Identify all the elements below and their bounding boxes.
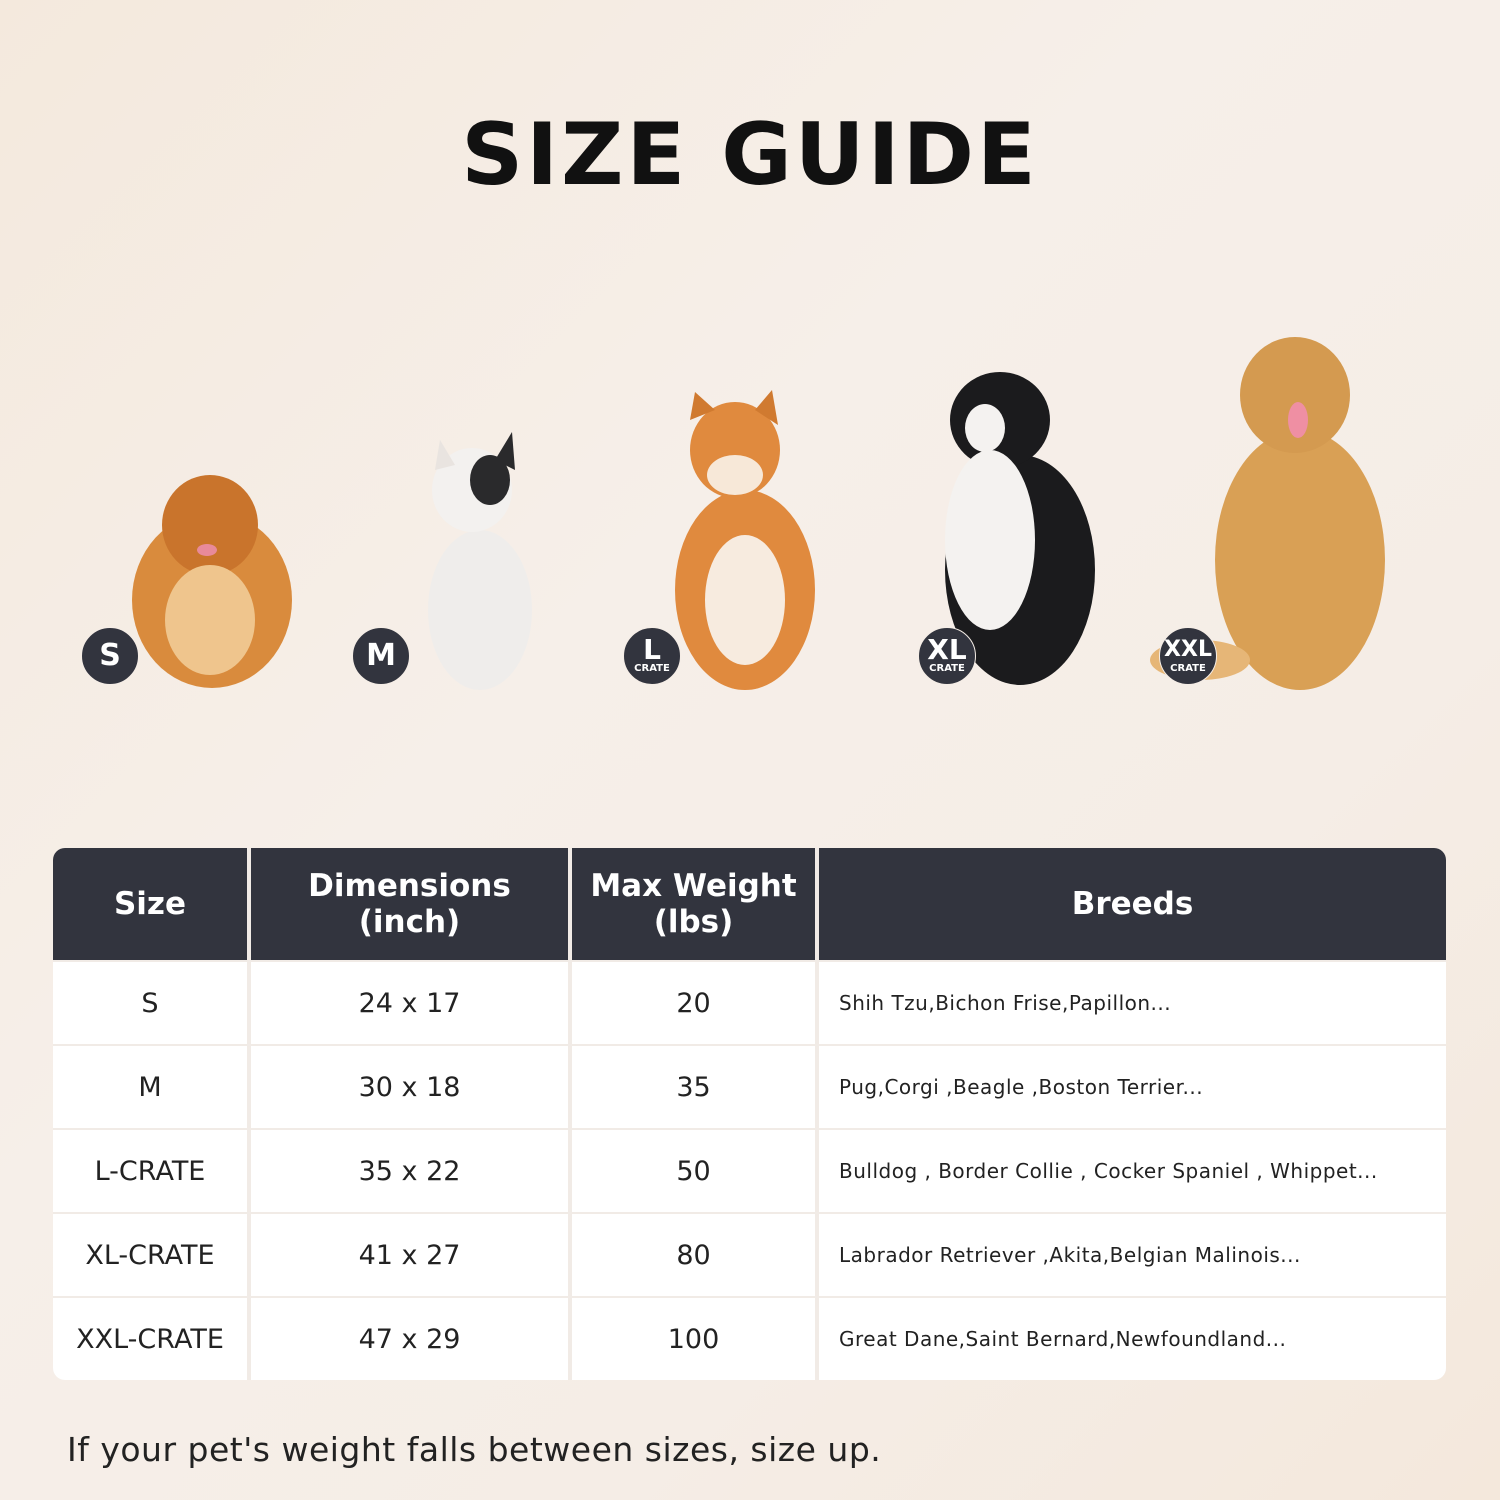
cell-breeds: Bulldog , Border Collie , Cocker Spaniel… — [819, 1130, 1446, 1212]
badge-label: XXL — [1164, 637, 1212, 662]
size-badge-s: S — [81, 627, 139, 685]
dog-lineup — [132, 337, 1385, 690]
cell-size: S — [53, 962, 247, 1044]
cell-breeds: Labrador Retriever ,Akita,Belgian Malino… — [819, 1214, 1446, 1296]
cell-weight: 80 — [572, 1214, 815, 1296]
cell-weight: 20 — [572, 962, 815, 1044]
french-bulldog-image — [428, 432, 532, 690]
header-label: Size — [113, 886, 187, 922]
badge-sublabel: CRATE — [634, 663, 670, 674]
size-up-note: If your pet's weight falls between sizes… — [67, 1430, 882, 1469]
size-table: Size Dimensions (inch) Max Weight (lbs) Br… — [53, 848, 1446, 1380]
size-badge-xl: XL CRATE — [918, 627, 976, 685]
cell-size: XL-CRATE — [53, 1214, 247, 1296]
size-badge-l: L CRATE — [623, 627, 681, 685]
header-label: Max Weight — [590, 868, 797, 904]
badge-sublabel: CRATE — [1170, 663, 1206, 674]
cell-weight: 50 — [572, 1130, 815, 1212]
shiba-inu-image — [675, 390, 815, 690]
header-unit: (lbs) — [653, 904, 734, 940]
pomeranian-image — [132, 475, 292, 688]
golden-retriever-image — [1150, 337, 1385, 690]
cell-breeds: Shih Tzu,Bichon Frise,Papillon... — [819, 962, 1446, 1044]
border-collie-image — [945, 372, 1095, 685]
cell-dimensions: 47 x 29 — [251, 1298, 568, 1380]
cell-dimensions: 41 x 27 — [251, 1214, 568, 1296]
size-badge-xxl: XXL CRATE — [1159, 627, 1217, 685]
cell-size: XXL-CRATE — [53, 1298, 247, 1380]
header-dimensions: Dimensions (inch) — [251, 848, 568, 960]
header-label: Breeds — [1071, 886, 1194, 922]
cell-weight: 35 — [572, 1046, 815, 1128]
badge-label: XL — [927, 633, 967, 666]
header-max-weight: Max Weight (lbs) — [572, 848, 815, 960]
cell-size: L-CRATE — [53, 1130, 247, 1212]
badge-label: L — [643, 633, 661, 666]
header-label: Dimensions — [308, 868, 511, 904]
page-title: SIZE GUIDE — [461, 105, 1039, 205]
badge-label: S — [99, 638, 121, 673]
badge-sublabel: CRATE — [929, 663, 965, 674]
cell-dimensions: 30 x 18 — [251, 1046, 568, 1128]
cell-breeds: Pug,Corgi ,Beagle ,Boston Terrier... — [819, 1046, 1446, 1128]
cell-weight: 100 — [572, 1298, 815, 1380]
cell-dimensions: 35 x 22 — [251, 1130, 568, 1212]
header-size: Size — [53, 848, 247, 960]
size-badge-m: M — [352, 627, 410, 685]
cell-size: M — [53, 1046, 247, 1128]
cell-breeds: Great Dane,Saint Bernard,Newfoundland... — [819, 1298, 1446, 1380]
header-unit: (inch) — [358, 904, 461, 940]
badge-label: M — [366, 638, 396, 673]
header-breeds: Breeds — [819, 848, 1446, 960]
cell-dimensions: 24 x 17 — [251, 962, 568, 1044]
